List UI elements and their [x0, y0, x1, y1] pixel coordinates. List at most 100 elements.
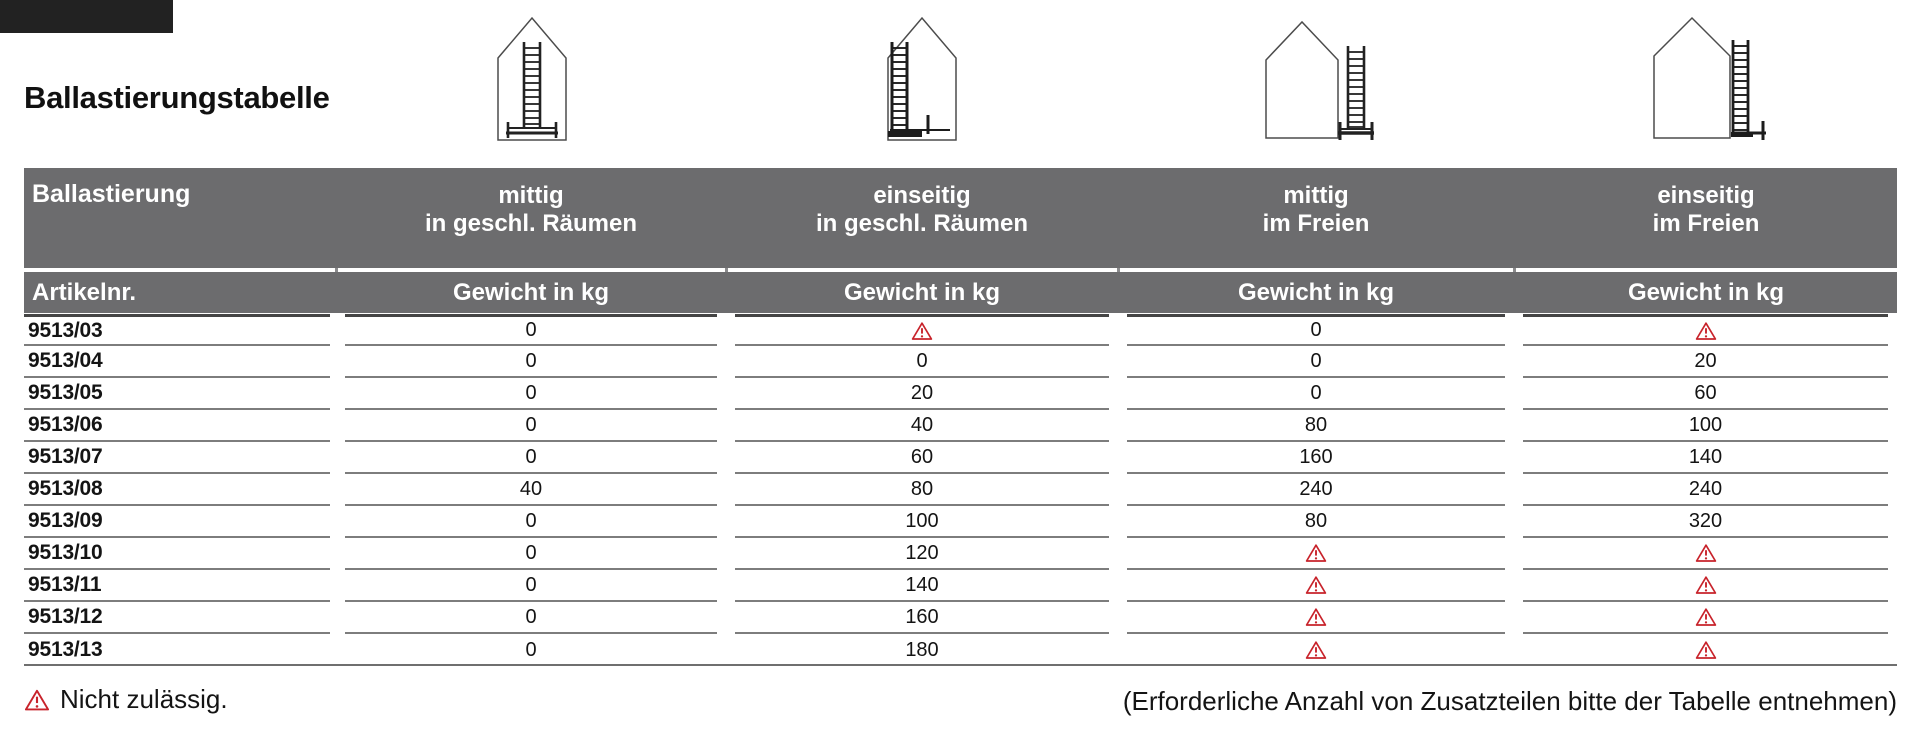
header-band-divider [24, 268, 1897, 272]
column-header-line1: einseitig [873, 182, 971, 209]
weight-cell: 0 [345, 538, 717, 570]
weight-cell: 0 [1127, 346, 1505, 378]
weight-cell: 0 [345, 506, 717, 538]
weight-cell: 0 [345, 314, 717, 346]
column-header-line2: im Freien [1652, 210, 1760, 237]
table-row: 9513/10 0 120 [24, 538, 1897, 570]
weight-cell: 80 [1127, 410, 1505, 442]
legend-accessories-note: (Erforderliche Anzahl von Zusatzteilen b… [1122, 686, 1897, 716]
weight-cell: 0 [735, 346, 1109, 378]
weight-cell: 60 [1523, 378, 1888, 410]
weight-cell: 180 [905, 638, 939, 661]
column-header-line2: in geschl. Räumen [424, 210, 638, 237]
column-header-line1: mittig [1283, 182, 1349, 209]
page-corner-artifact [0, 0, 173, 33]
legend-not-permitted-text: Nicht zulässig. [60, 684, 228, 714]
article-number-cell: 9513/10 [24, 538, 330, 570]
column-header-line2: im Freien [1262, 210, 1370, 237]
weight-cell-not-permitted [1523, 570, 1888, 602]
weight-cell: 0 [345, 346, 717, 378]
article-number-cell: 9513/06 [24, 410, 330, 442]
weight-cell: 0 [345, 442, 717, 474]
weight-cell: 120 [735, 538, 1109, 570]
article-number-cell: 9513/11 [24, 570, 330, 602]
article-number-cell: 9513/12 [24, 602, 330, 634]
weight-cell: 0 [345, 378, 717, 410]
weight-cell-not-permitted [1523, 602, 1888, 634]
header-weight-label: Gewicht in kg [843, 278, 1001, 306]
weight-cell-not-permitted [1523, 314, 1888, 346]
weight-cell: 160 [1127, 442, 1505, 474]
weight-cell: 140 [735, 570, 1109, 602]
weight-cell: 240 [1127, 474, 1505, 506]
warning-icon [1695, 543, 1717, 563]
weight-cell: 140 [1523, 442, 1888, 474]
table-row: 9513/04 0 0 0 20 [24, 346, 1897, 378]
warning-icon [24, 688, 50, 712]
legend-not-permitted: Nicht zulässig. [24, 684, 228, 715]
table-row: 9513/13 0 180 [24, 634, 1897, 666]
weight-cell: 40 [345, 474, 717, 506]
article-number-cell: 9513/09 [24, 506, 330, 538]
table-row: 9513/12 0 160 [24, 602, 1897, 634]
table-body: 9513/03 0 0 9513/04 0 0 0 20 9513/05 0 20 0 60 9513… [24, 314, 1897, 666]
weight-cell: 20 [1523, 346, 1888, 378]
ladder-one-sided-outdoors-icon [1646, 12, 1766, 144]
article-number-cell: 9513/13 [28, 638, 103, 661]
warning-icon [1695, 321, 1717, 341]
weight-cell-not-permitted [735, 314, 1109, 346]
table-row: 9513/09 0 100 80 320 [24, 506, 1897, 538]
page-title: Ballastierungstabelle [24, 80, 330, 115]
weight-cell: 0 [1127, 378, 1505, 410]
weight-cell: 80 [1127, 506, 1505, 538]
warning-icon [1695, 607, 1717, 627]
header-artikelnr-label: Artikelnr. [32, 278, 137, 306]
table-bottom-rule [24, 664, 1897, 666]
warning-icon [1305, 543, 1327, 563]
weight-cell: 0 [345, 570, 717, 602]
weight-cell: 0 [345, 410, 717, 442]
warning-icon [1305, 640, 1327, 660]
warning-icon [1305, 607, 1327, 627]
table-row: 9513/08 40 80 240 240 [24, 474, 1897, 506]
weight-cell: 160 [735, 602, 1109, 634]
article-number-cell: 9513/05 [24, 378, 330, 410]
weight-cell-not-permitted [1523, 538, 1888, 570]
column-header-line1: einseitig [1657, 182, 1755, 209]
weight-cell: 240 [1523, 474, 1888, 506]
header-weight-label: Gewicht in kg [1627, 278, 1785, 306]
weight-cell-not-permitted [1523, 634, 1888, 666]
warning-icon [911, 321, 933, 341]
weight-cell: 100 [735, 506, 1109, 538]
table-header-band-conditions: Ballastierung mittig in geschl. Räumen e… [24, 168, 1897, 268]
weight-cell-not-permitted [1127, 634, 1505, 666]
weight-cell: 20 [735, 378, 1109, 410]
weight-cell: 40 [735, 410, 1109, 442]
warning-icon [1695, 640, 1717, 660]
warning-icon [1305, 575, 1327, 595]
column-header-einseitig-outdoors: einseitig im Freien [1653, 182, 1760, 238]
table-header-band-units: Artikelnr. Gewicht in kg Gewicht in kg G… [24, 272, 1897, 313]
column-header-mittig-outdoors: mittig im Freien [1263, 182, 1370, 238]
table-row: 9513/07 0 60 160 140 [24, 442, 1897, 474]
article-number-cell: 9513/08 [24, 474, 330, 506]
article-number-cell: 9513/04 [24, 346, 330, 378]
weight-cell-not-permitted [1127, 570, 1505, 602]
weight-cell: 100 [1523, 410, 1888, 442]
column-header-einseitig-indoors: einseitig in geschl. Räumen [816, 182, 1028, 238]
header-weight-label: Gewicht in kg [452, 278, 610, 306]
header-ballastierung-label: Ballastierung [32, 180, 191, 208]
table-row: 9513/03 0 0 [24, 314, 1897, 346]
column-header-line1: mittig [498, 182, 564, 209]
ladder-centered-outdoors-icon [1256, 12, 1376, 144]
column-header-mittig-indoors: mittig in geschl. Räumen [425, 182, 637, 238]
table-row: 9513/06 0 40 80 100 [24, 410, 1897, 442]
ladder-one-sided-indoors-icon [862, 12, 982, 144]
weight-cell-not-permitted [1127, 538, 1505, 570]
warning-icon [1695, 575, 1717, 595]
weight-cell: 80 [735, 474, 1109, 506]
weight-cell: 60 [735, 442, 1109, 474]
weight-cell: 0 [1127, 314, 1505, 346]
ladder-centered-indoors-icon [472, 12, 592, 144]
